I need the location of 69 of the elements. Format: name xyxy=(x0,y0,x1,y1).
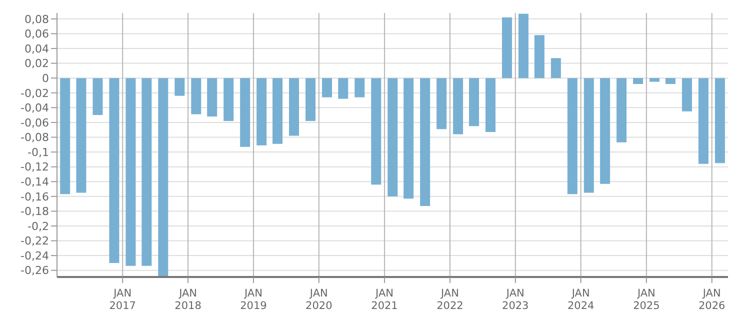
bar xyxy=(158,78,168,277)
bar xyxy=(60,78,70,194)
x-tick-label: JAN 2024 xyxy=(567,287,594,312)
bar xyxy=(518,14,528,78)
bar xyxy=(567,78,578,194)
bar xyxy=(256,78,267,146)
y-tick-label: -0,16 xyxy=(20,190,49,204)
bar xyxy=(469,78,479,126)
bar xyxy=(207,78,218,117)
bar xyxy=(600,78,610,184)
x-tick-label: JAN 2022 xyxy=(436,287,464,312)
x-tick-label: JAN 2019 xyxy=(240,287,267,312)
bar xyxy=(126,78,136,266)
bar xyxy=(550,58,561,78)
bar xyxy=(616,78,627,142)
bar xyxy=(436,78,447,130)
bar xyxy=(534,35,544,78)
bar xyxy=(502,17,512,78)
bar xyxy=(404,78,414,199)
bar xyxy=(109,78,120,263)
bar xyxy=(682,78,692,112)
bar xyxy=(665,78,676,84)
bar xyxy=(371,78,382,185)
y-tick-label: 0,08 xyxy=(24,12,49,26)
y-tick-label: 0,02 xyxy=(24,57,49,70)
bar xyxy=(388,78,398,196)
y-tick-label: 0,04 xyxy=(24,42,49,56)
bar xyxy=(289,78,300,136)
bar xyxy=(174,78,185,96)
bar xyxy=(453,78,464,134)
bar xyxy=(698,78,708,164)
y-tick-label: -0,2 xyxy=(28,220,49,233)
bar xyxy=(485,78,496,132)
bar xyxy=(76,78,86,193)
y-tick-label: -0,26 xyxy=(20,264,49,278)
x-tick-label: JAN 2017 xyxy=(109,287,136,312)
bar xyxy=(92,78,103,116)
bar xyxy=(714,78,725,164)
bar xyxy=(354,78,365,98)
bar xyxy=(240,78,250,147)
x-tick-label: JAN 2023 xyxy=(502,287,529,312)
y-tick-label: -0,08 xyxy=(20,131,49,144)
bar xyxy=(224,78,234,121)
x-tick-label: JAN 2018 xyxy=(174,287,202,312)
bar xyxy=(191,78,202,114)
y-tick-label: -0,18 xyxy=(20,205,49,218)
y-tick-label: -0,04 xyxy=(20,102,49,115)
bar xyxy=(322,78,332,98)
bar xyxy=(142,78,152,266)
x-tick-label: JAN 2026 xyxy=(698,287,726,312)
x-tick-label: JAN 2021 xyxy=(371,287,398,312)
y-tick-label: -0,02 xyxy=(20,86,49,100)
y-tick-label: 0 xyxy=(42,72,49,85)
bar xyxy=(306,78,316,121)
x-tick-label: JAN 2025 xyxy=(633,287,660,312)
bar xyxy=(633,78,644,84)
y-tick-label: -0,1 xyxy=(28,146,49,159)
bar xyxy=(584,78,594,193)
bar xyxy=(272,78,283,144)
y-tick-label: -0,24 xyxy=(20,249,49,262)
bar xyxy=(420,78,430,206)
y-tick-label: -0,12 xyxy=(20,160,49,174)
bar xyxy=(650,78,660,82)
bar xyxy=(338,78,348,99)
y-tick-label: -0,14 xyxy=(20,176,49,189)
y-tick-label: -0,22 xyxy=(20,234,49,248)
y-tick-label: 0,06 xyxy=(24,28,49,41)
y-tick-label: -0,06 xyxy=(20,116,49,130)
x-tick-label: JAN 2020 xyxy=(306,287,332,312)
